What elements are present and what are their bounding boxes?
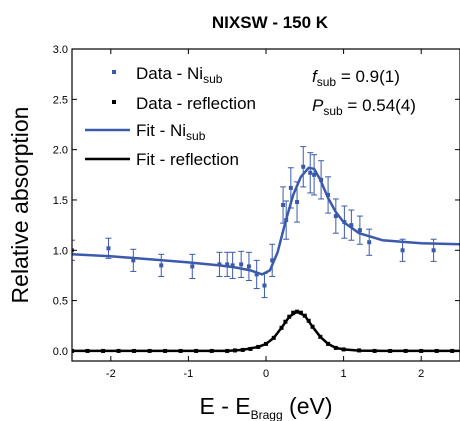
x-tick-label: 2 [418, 368, 424, 380]
data-point-reflection [357, 348, 362, 353]
y-tick-label: 1.0 [53, 245, 68, 257]
data-point-nisub [400, 248, 405, 253]
data-point-nisub [106, 246, 111, 251]
data-point-nisub [159, 263, 164, 268]
data-point-nisub [319, 177, 324, 182]
data-point-reflection [306, 318, 311, 323]
data-point-reflection [132, 348, 137, 353]
data-point-reflection [264, 341, 268, 346]
data-point-reflection [209, 348, 214, 353]
data-point-nisub [246, 264, 251, 269]
x-axis-label-unit: (eV) [283, 393, 333, 419]
annotations: fsub = 0.9(1) Psub = 0.54(4) [312, 67, 416, 118]
y-tick-label: 0.5 [53, 296, 68, 308]
x-tick-label: -2 [106, 368, 116, 380]
y-tick-label: 2.0 [53, 145, 68, 157]
data-point-reflection [318, 334, 323, 339]
y-tick-label: 2.5 [53, 94, 68, 106]
data-point-reflection [326, 341, 331, 346]
data-point-reflection [372, 348, 377, 353]
data-point-nisub [301, 164, 306, 169]
data-point-nisub [431, 248, 436, 253]
legend-marker-data-nisub [112, 70, 116, 74]
x-tick-label: 0 [263, 368, 269, 380]
data-point-nisub [284, 218, 289, 223]
data-point-reflection [248, 346, 253, 351]
data-point-reflection [178, 348, 183, 353]
data-point-reflection [116, 348, 121, 353]
legend-label-fit-reflection: Fit - reflection [136, 150, 239, 169]
data-point-nisub [308, 170, 313, 175]
legend-label-data-reflection: Data - reflection [136, 94, 256, 113]
data-point-reflection [256, 344, 261, 349]
data-point-reflection [419, 348, 424, 353]
data-point-nisub [254, 272, 259, 277]
data-point-reflection [101, 348, 106, 353]
fit-nisub-line [72, 166, 460, 276]
data-point-nisub [342, 220, 347, 225]
data-point-nisub [225, 262, 230, 267]
data-point-nisub [131, 258, 136, 263]
data-point-reflection [295, 309, 300, 314]
x-tick-label: -1 [184, 368, 194, 380]
data-point-reflection [225, 348, 230, 353]
data-point-reflection [283, 319, 288, 324]
y-axis-label: Relative absorption [7, 107, 33, 304]
data-point-nisub [217, 262, 222, 267]
y-tick-label: 0.0 [53, 346, 68, 358]
data-point-nisub [333, 214, 338, 219]
data-point-reflection [85, 348, 90, 353]
x-axis-label-sub: Bragg [251, 408, 283, 421]
x-axis-label: E - EBragg (eV) [200, 393, 333, 421]
x-axis-label-main: E - E [200, 393, 251, 419]
data-point-reflection [298, 310, 303, 315]
data-point-reflection [147, 348, 152, 353]
data-point-reflection [434, 348, 439, 353]
data-point-nisub [270, 258, 275, 263]
legend: Data - Nisub Data - reflection Fit - Nis… [85, 64, 256, 169]
data-point-reflection [271, 335, 276, 340]
data-point-reflection [450, 348, 455, 353]
data-point-reflection [163, 348, 168, 353]
data-point-nisub [295, 199, 300, 204]
chart-title: NIXSW - 150 K [212, 13, 329, 32]
data-point-nisub [281, 203, 286, 207]
y-tick-label: 3.0 [53, 44, 68, 56]
y-tick-label: 1.5 [53, 195, 68, 207]
data-point-nisub [239, 262, 244, 267]
data-point-nisub [349, 223, 354, 228]
data-point-nisub [262, 283, 267, 288]
data-point-reflection [333, 345, 338, 350]
data-point-reflection [310, 324, 315, 329]
data-point-nisub [367, 240, 372, 245]
data-point-reflection [194, 348, 199, 353]
data-point-reflection [279, 325, 284, 330]
data-point-reflection [287, 314, 292, 319]
data-point-nisub [312, 172, 317, 177]
data-point-reflection [403, 348, 408, 353]
legend-label-fit-nisub: Fit - Nisub [136, 121, 206, 143]
data-point-nisub [326, 192, 331, 197]
data-point-reflection [341, 347, 346, 352]
data-point-reflection [302, 313, 307, 318]
axis-layer: -2 -1 0 1 2 0.0 0.5 1.0 1.5 2.0 2.5 3.0 [53, 44, 460, 380]
data-point-reflection [388, 348, 393, 353]
data-point-reflection [291, 310, 296, 315]
data-point-nisub [230, 263, 235, 268]
legend-marker-data-reflection [112, 100, 116, 104]
data-point-reflection [232, 348, 237, 353]
data-point-nisub [288, 185, 293, 190]
data-point-reflection [240, 347, 245, 352]
x-tick-label: 1 [341, 368, 347, 380]
legend-label-data-nisub: Data - Nisub [136, 64, 223, 86]
data-point-nisub [190, 264, 195, 269]
annotation-psub: Psub = 0.54(4) [312, 96, 416, 118]
series-layer [72, 146, 460, 353]
annotation-fsub: fsub = 0.9(1) [312, 67, 400, 89]
data-point-nisub [357, 228, 362, 233]
